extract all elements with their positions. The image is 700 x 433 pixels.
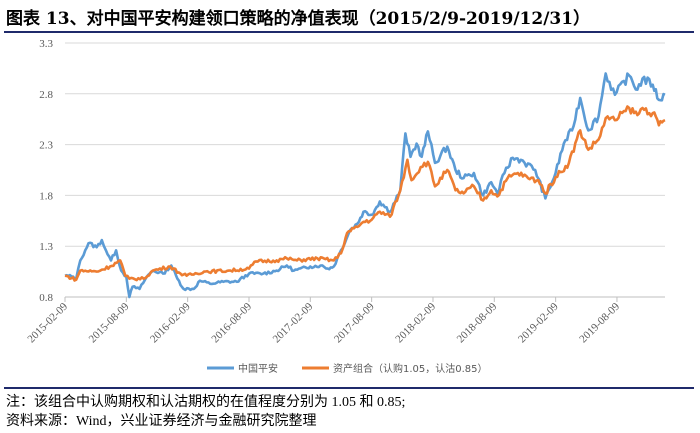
- source-note: 资料来源：Wind，兴业证券经济与金融研究院整理: [6, 414, 317, 429]
- x-tick-label: 2017-02-09: [271, 300, 316, 345]
- y-tick-label: 1.8: [39, 190, 53, 202]
- y-tick-label: 3.3: [39, 38, 53, 50]
- footnote: 注：该组合中认购期权和认沽期权的在值程度分别为 1.05 和 0.85;: [6, 395, 406, 410]
- y-tick-label: 2.3: [39, 140, 53, 152]
- legend: 中国平安 资产组合（认购1.05，认沽0.85）: [207, 362, 488, 375]
- x-tick-label: 2019-08-09: [577, 300, 622, 345]
- series-line-1: [64, 105, 666, 282]
- y-tick-label: 1.3: [39, 241, 53, 253]
- x-tick-label: 2018-02-09: [393, 300, 438, 345]
- legend-label-portfolio: 资产组合（认购1.05，认沽0.85）: [333, 362, 488, 375]
- footer-divider: [4, 387, 694, 389]
- x-tick-label: 2016-02-09: [148, 300, 193, 345]
- legend-label-zhongguopingan: 中国平安: [238, 362, 278, 375]
- x-tick-label: 2015-02-09: [25, 300, 70, 345]
- x-tick-label: 2018-08-09: [455, 300, 500, 345]
- figure-title: 图表 13、对中国平安构建领口策略的净值表现（2015/2/9-2019/12/…: [6, 9, 591, 29]
- title-divider: [4, 31, 694, 33]
- x-tick-label: 2015-08-09: [87, 300, 132, 345]
- y-tick-label: 0.8: [39, 292, 53, 304]
- series-line-0: [64, 72, 666, 299]
- y-tick-label: 2.8: [39, 89, 53, 101]
- x-tick-label: 2019-02-09: [516, 300, 561, 345]
- x-tick-label: 2017-08-09: [332, 300, 377, 345]
- x-tick-label: 2016-08-09: [209, 300, 254, 345]
